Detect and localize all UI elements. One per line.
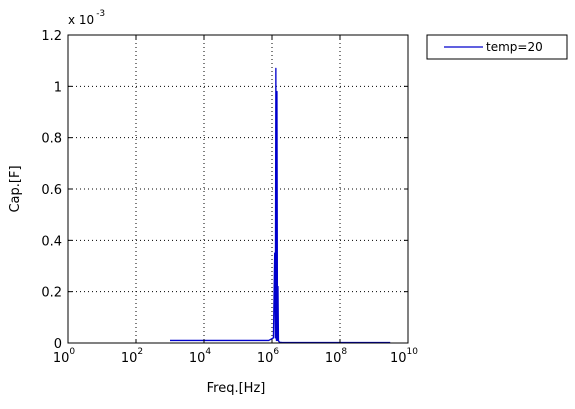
y-multiplier-base: x 10: [68, 13, 94, 27]
grid-layer: [68, 35, 408, 343]
x-tick-label-base: 10: [121, 351, 138, 366]
data-point: [273, 337, 274, 338]
y-tick-label: 0.6: [41, 183, 62, 198]
data-point: [169, 340, 170, 341]
y-tick-label: 1.2: [41, 29, 62, 44]
legend-label-temp-20: temp=20: [486, 40, 543, 54]
x-tick-label: 100: [53, 347, 76, 366]
y-tick-label: 1: [54, 80, 62, 95]
x-tick-label-exponent: 2: [137, 347, 143, 357]
y-tick-label: 0.2: [41, 286, 62, 301]
data-point: [268, 340, 269, 341]
x-tick-label: 104: [189, 347, 212, 366]
series-layer: [169, 67, 391, 344]
data-point: [275, 337, 276, 338]
data-point: [276, 340, 277, 341]
data-point: [276, 91, 277, 92]
x-tick-label-exponent: 8: [341, 347, 347, 357]
y-tick-label: 0.8: [41, 132, 62, 147]
x-tick-label: 106: [257, 347, 280, 366]
data-point: [274, 253, 275, 254]
data-point: [275, 68, 276, 69]
y-multiplier-label: x 10 -3: [68, 9, 105, 27]
x-axis-label: Freq.[Hz]: [207, 381, 266, 396]
y-tick-label: 0: [54, 337, 62, 352]
x-tick-label: 102: [121, 347, 143, 366]
y-axis-label: Cap.[F]: [8, 165, 23, 212]
x-tick-label-base: 10: [53, 351, 70, 366]
tick-layer: [67, 34, 409, 344]
x-tick-label-base: 10: [325, 351, 342, 366]
y-multiplier-exponent: -3: [96, 9, 105, 19]
legend: temp=20: [426, 34, 568, 60]
x-tick-label-base: 10: [390, 351, 407, 366]
data-point: [237, 340, 238, 341]
y-tick-label: 0.4: [41, 234, 62, 249]
data-point: [278, 340, 279, 341]
data-point: [277, 286, 278, 287]
x-tick-label: 108: [325, 347, 348, 366]
x-tick-label-base: 10: [257, 351, 274, 366]
x-tick-label-exponent: 6: [273, 347, 279, 357]
x-tick-label-exponent: 4: [205, 347, 211, 357]
x-tick-label-base: 10: [189, 351, 206, 366]
series-line-temp-20: [170, 67, 391, 344]
x-tick-label-exponent: 0: [69, 347, 75, 357]
x-tick-label: 1010: [390, 347, 418, 366]
x-tick-label-exponent: 10: [407, 347, 419, 357]
